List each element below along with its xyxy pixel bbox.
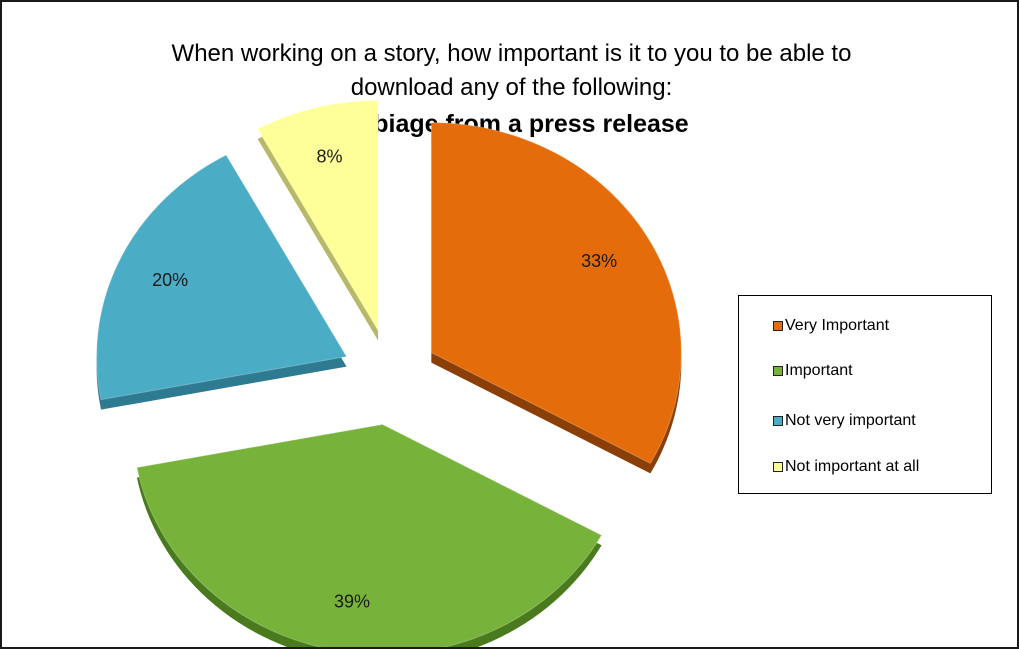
legend: Very Important Important Not very import… [738, 295, 992, 494]
legend-label-important: Important [785, 362, 853, 379]
legend-label-not-important-at-all: Not important at all [785, 458, 920, 475]
legend-item-important: Important [773, 360, 853, 382]
pie-slice-important [136, 423, 603, 647]
legend-swatch-very-important [773, 321, 783, 331]
data-label-not-very-important: 20% [152, 270, 188, 290]
legend-label-very-important: Very Important [785, 317, 890, 334]
data-label-important: 39% [334, 592, 370, 612]
chart-title-line-2: download any of the following: [350, 74, 673, 101]
pie-slice-very-important [430, 122, 682, 465]
legend-swatch-important [773, 366, 783, 376]
chart-subtitle: Verbiage from a press release [334, 110, 689, 138]
legend-swatch-not-important-at-all [773, 462, 783, 472]
data-label-not-important-at-all: 8% [317, 147, 343, 167]
chart-title-line-1: When working on a story, how important i… [171, 40, 852, 67]
legend-item-not-important-at-all: Not important at all [773, 456, 919, 478]
legend-item-very-important: Very Important [773, 315, 889, 337]
legend-swatch-not-very-important [773, 416, 783, 426]
pie-slice-not-important-at-all [256, 100, 379, 333]
legend-label-not-very-important: Not very important [785, 412, 916, 429]
legend-item-not-very-important: Not very important [773, 410, 916, 432]
pie-slice-not-very-important [96, 154, 348, 401]
data-label-very-important: 33% [581, 251, 617, 271]
